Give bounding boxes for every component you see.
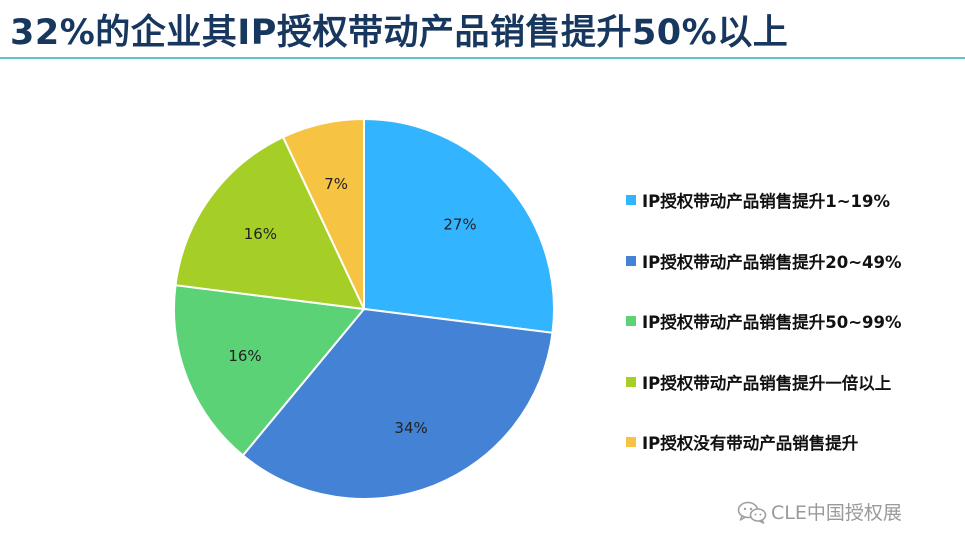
legend-swatch — [626, 316, 636, 326]
legend-swatch — [626, 437, 636, 447]
legend-label: IP授权带动产品销售提升一倍以上 — [642, 373, 892, 393]
chart-legend: IP授权带动产品销售提升1~19% IP授权带动产品销售提升20~49% IP授… — [626, 190, 902, 493]
slice-value-label: 16% — [244, 225, 277, 243]
pie-slice — [281, 117, 365, 310]
legend-label: IP授权带动产品销售提升50~99% — [642, 313, 902, 332]
legend-label: IP授权没有带动产品销售提升 — [642, 434, 859, 453]
legend-item: IP授权带动产品销售提升50~99% — [626, 311, 902, 332]
legend-swatch — [626, 255, 636, 266]
legend-item: IP授权带动产品销售提升1~19% — [626, 190, 902, 211]
pie-slice — [241, 307, 554, 500]
slice-value-label: 16% — [228, 347, 261, 365]
legend-label: IP授权带动产品销售提升1~19% — [642, 192, 891, 211]
slice-value-label: 34% — [394, 419, 427, 437]
watermark-text: CLE中国授权展 — [771, 502, 902, 524]
legend-item: IP授权带动产品销售提升一倍以上 — [626, 372, 902, 393]
pie-slice — [173, 284, 366, 457]
legend-item: IP授权没有带动产品销售提升 — [626, 432, 902, 453]
title-divider — [0, 57, 965, 59]
watermark: CLE中国授权展 — [737, 498, 902, 525]
legend-item: IP授权带动产品销售提升20~49% — [626, 251, 902, 272]
legend-swatch — [626, 195, 636, 205]
pie-slice — [363, 117, 555, 334]
slice-value-label: 27% — [443, 215, 476, 233]
wechat-icon — [737, 501, 767, 524]
pie-slice — [174, 135, 366, 311]
legend-label: IP授权带动产品销售提升20~49% — [642, 252, 902, 272]
legend-swatch — [626, 376, 636, 387]
page-title: 32%的企业其IP授权带动产品销售提升50%以上 — [10, 13, 789, 53]
slice-value-label: 7% — [324, 175, 348, 193]
